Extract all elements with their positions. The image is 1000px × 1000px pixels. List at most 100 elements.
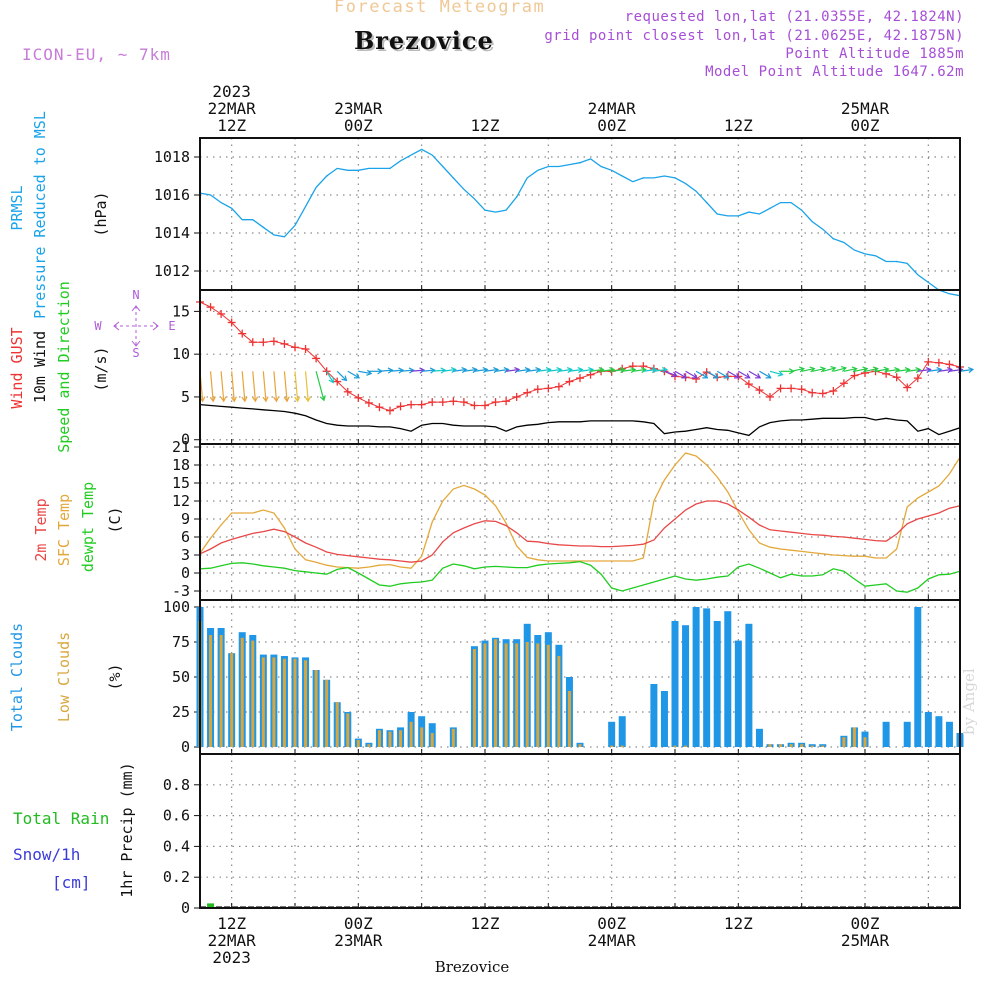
arrow-shaft xyxy=(611,368,625,372)
arrow-shaft xyxy=(484,368,498,372)
low-cloud-bar xyxy=(282,658,286,747)
low-cloud-bar xyxy=(367,744,371,747)
wind-direction-arrow xyxy=(748,370,762,379)
wind-gust-marker xyxy=(554,382,563,391)
low-cloud-bar xyxy=(557,656,561,747)
wind-gust-marker xyxy=(491,398,500,407)
wind-direction-arrow xyxy=(569,366,584,374)
arrow-head xyxy=(251,396,259,403)
model-altitude: Model Point Altitude 1647.62m xyxy=(705,64,964,80)
total-cloud-bar xyxy=(755,728,763,747)
arrow-head xyxy=(671,371,678,378)
arrow-shaft xyxy=(347,370,360,379)
total-cloud-bar xyxy=(914,607,922,747)
label-2m-temp: 2m Temp xyxy=(32,498,50,561)
y-tick-label: 6 xyxy=(181,528,190,546)
wind-gust-marker xyxy=(766,392,774,401)
label-snow: Snow/1h xyxy=(13,845,80,864)
y-tick-label: 10 xyxy=(172,345,190,363)
pressure-point xyxy=(832,237,835,240)
arrow-head xyxy=(830,365,837,372)
label-low-clouds: Low Clouds xyxy=(55,632,73,722)
low-cloud-bar xyxy=(325,679,329,747)
arrow-head xyxy=(925,366,932,374)
wind-gust-marker xyxy=(565,377,574,386)
label-total-rain: Total Rain xyxy=(13,809,109,828)
requested-coords: requested lon,lat (21.0355E, 42.1824N) xyxy=(624,9,964,25)
arrow-shaft xyxy=(622,368,636,372)
arrow-shaft xyxy=(854,367,868,372)
time-label-top: 00Z xyxy=(597,116,626,135)
wind-gust-marker xyxy=(449,397,458,406)
arrow-shaft xyxy=(516,368,530,372)
low-cloud-bar xyxy=(610,745,614,747)
label-prmsl: PRMSL xyxy=(8,185,26,230)
time-label-bottom: 00Z xyxy=(344,914,373,933)
arrow-shaft xyxy=(326,370,334,383)
wind-gust-marker xyxy=(523,388,532,397)
wind-gust-marker xyxy=(269,337,278,346)
label-pressure-msl: Pressure Reduced to MSL xyxy=(31,111,49,319)
arrow-shaft xyxy=(579,368,593,372)
total-cloud-bar xyxy=(703,608,711,747)
wind-direction-arrow xyxy=(907,366,922,374)
total-cloud-bar xyxy=(945,721,953,747)
arrow-head xyxy=(408,367,415,374)
wind-gust-marker xyxy=(280,339,289,348)
arrow-shaft xyxy=(453,368,467,372)
wind-direction-arrow xyxy=(230,371,238,403)
time-label-top: 12Z xyxy=(724,116,753,135)
arrow-head xyxy=(691,373,698,379)
arrow-shaft xyxy=(738,370,750,379)
wind-gust-marker xyxy=(924,357,933,366)
arrow-shaft xyxy=(315,371,325,401)
low-cloud-bar xyxy=(536,643,540,747)
wind-direction-arrow xyxy=(453,366,468,374)
wind-gust-marker xyxy=(227,318,236,327)
arrow-head xyxy=(915,366,922,374)
arrow-head xyxy=(609,366,616,374)
pressure-point xyxy=(452,177,455,179)
arrow-shaft xyxy=(358,370,372,375)
wind-direction-arrow xyxy=(548,366,563,374)
arrow-head xyxy=(598,366,605,374)
rain-bar xyxy=(207,903,215,908)
time-label-top: 12Z xyxy=(217,116,246,135)
arrow-shaft xyxy=(769,370,783,376)
wind-gust-marker xyxy=(291,343,299,352)
pressure-point xyxy=(325,175,328,177)
wind-gust-marker xyxy=(259,338,268,347)
low-cloud-bar xyxy=(578,744,582,747)
wind-gust-marker xyxy=(744,380,753,389)
wind-direction-arrow xyxy=(759,370,772,379)
wind-gust-marker xyxy=(343,387,352,396)
arrow-head xyxy=(524,366,531,374)
wind-direction-arrow xyxy=(506,366,521,374)
wind-gust-marker xyxy=(892,373,901,382)
time-label-top: 25MAR xyxy=(841,99,890,118)
compass-north-arrow xyxy=(131,305,141,312)
total-cloud-bar xyxy=(692,607,700,747)
wind-gust-marker xyxy=(913,374,922,383)
pressure-line xyxy=(199,148,961,297)
low-cloud-bar xyxy=(525,642,529,747)
wind-direction-arrow xyxy=(209,371,216,403)
wind-direction-arrow xyxy=(220,371,227,403)
arrow-head xyxy=(503,366,510,374)
wind-direction-arrow xyxy=(769,370,784,377)
wind-direction-arrow xyxy=(790,366,805,373)
arrow-head xyxy=(712,373,719,379)
wind-direction-arrow xyxy=(822,365,837,372)
y-tick-label: 0.2 xyxy=(163,868,190,886)
arrow-shaft xyxy=(389,369,404,372)
arrow-shaft xyxy=(833,367,847,372)
wind-gust-marker xyxy=(850,371,859,380)
y-tick-label: 100 xyxy=(163,598,190,616)
wind-direction-arrow xyxy=(262,371,269,403)
arrow-head xyxy=(883,366,890,373)
wind-direction-arrow xyxy=(241,371,248,403)
wind-direction-arrow xyxy=(896,366,911,374)
low-cloud-bar xyxy=(673,745,677,747)
compass-east-arrow xyxy=(152,321,159,331)
low-cloud-bar xyxy=(304,660,308,747)
